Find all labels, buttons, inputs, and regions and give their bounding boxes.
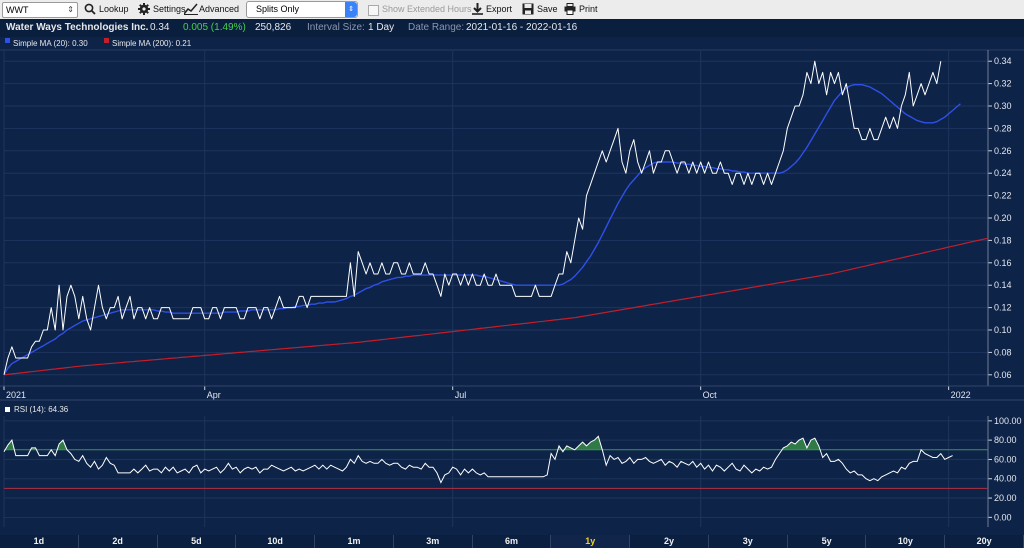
rsi-y-tick-label: 0.00 <box>994 512 1012 522</box>
lookup-button[interactable]: Lookup <box>84 0 130 19</box>
y-tick-label: 0.32 <box>994 79 1012 89</box>
period-button-6m[interactable]: 6m <box>472 535 552 548</box>
period-button-5d[interactable]: 5d <box>157 535 237 548</box>
y-tick-label: 0.16 <box>994 258 1012 268</box>
print-button[interactable]: Print <box>564 0 600 19</box>
y-tick-label: 0.12 <box>994 303 1012 313</box>
rsi-line <box>3 435 953 484</box>
rsi-y-tick-label: 40.00 <box>994 474 1017 484</box>
advanced-button[interactable]: Advanced <box>184 0 240 19</box>
interval-value: 1 Day <box>368 22 395 33</box>
date-range-label: Date Range: <box>408 22 465 33</box>
y-tick-label: 0.08 <box>994 347 1012 357</box>
rsi-y-tick-label: 60.00 <box>994 454 1017 464</box>
last-price: 0.34 <box>150 22 170 33</box>
save-label: Save <box>537 4 558 14</box>
export-label: Export <box>486 4 513 14</box>
export-button[interactable]: Export <box>472 0 516 19</box>
ma20-legend: Simple MA (20): 0.30 <box>13 39 88 48</box>
y-tick-label: 0.10 <box>994 325 1012 335</box>
quote-info-bar: Water Ways Technologies Inc. 0.34 0.005 … <box>0 19 1024 37</box>
x-tick-label: Oct <box>703 390 718 400</box>
period-button-2d[interactable]: 2d <box>78 535 158 548</box>
rsi-y-tick-label: 100.00 <box>994 416 1022 426</box>
x-tick-label: 2021 <box>6 390 26 400</box>
period-button-1m[interactable]: 1m <box>315 535 394 548</box>
download-icon <box>472 3 483 15</box>
ma200-line <box>3 237 989 376</box>
ma200-legend: Simple MA (200): 0.21 <box>112 39 192 48</box>
period-button-1d[interactable]: 1d <box>0 535 79 548</box>
y-tick-label: 0.22 <box>994 191 1012 201</box>
y-tick-label: 0.24 <box>994 168 1012 178</box>
ma20-swatch <box>5 38 10 43</box>
extended-hours-checkbox[interactable] <box>368 5 379 16</box>
chevron-updown-icon: ⇕ <box>67 5 74 14</box>
select-arrows-icon: ⇕ <box>345 2 357 17</box>
x-tick-label: Jul <box>455 390 467 400</box>
period-selector: 1d 2d 5d 10d 1m 3m 6m 1y 2y 3y 5y 10y 20y <box>0 535 1024 548</box>
gear-icon <box>138 3 150 15</box>
splits-select[interactable]: Splits Only ⇕ <box>246 1 358 18</box>
rsi-swatch <box>5 407 10 412</box>
period-button-20y[interactable]: 20y <box>945 535 1024 548</box>
x-tick-label: 2022 <box>951 390 971 400</box>
y-tick-label: 0.20 <box>994 213 1012 223</box>
period-button-3y[interactable]: 3y <box>708 535 788 548</box>
y-tick-label: 0.34 <box>994 56 1012 66</box>
search-icon <box>84 3 96 15</box>
y-tick-label: 0.18 <box>994 235 1012 245</box>
period-button-3m[interactable]: 3m <box>393 535 473 548</box>
extended-hours-label: Show Extended Hours <box>382 4 472 14</box>
lookup-label: Lookup <box>99 4 129 14</box>
period-button-1y[interactable]: 1y <box>551 535 631 548</box>
splits-value: Splits Only <box>256 4 300 14</box>
period-button-5y[interactable]: 5y <box>787 535 867 548</box>
period-button-10d[interactable]: 10d <box>236 535 316 548</box>
rsi-plot-background <box>0 416 1024 527</box>
rsi-y-tick-label: 80.00 <box>994 435 1017 445</box>
print-label: Print <box>579 4 598 14</box>
rsi-legend-text: RSI (14): 64.36 <box>14 405 69 414</box>
period-button-2y[interactable]: 2y <box>630 535 709 548</box>
save-button[interactable]: Save <box>522 0 558 19</box>
rsi-y-tick-label: 20.00 <box>994 493 1017 503</box>
ma20-line <box>3 83 961 376</box>
settings-button[interactable]: Settings <box>138 0 186 19</box>
advanced-label: Advanced <box>199 4 240 14</box>
interval-label: Interval Size: <box>307 22 365 33</box>
price-line <box>3 60 942 375</box>
chart-canvas: 0.06 0.08 0.10 0.12 0.14 0.16 0.18 0.20 0.22 0.24… <box>0 49 1024 527</box>
ma200-swatch <box>104 38 109 43</box>
save-icon <box>522 3 534 15</box>
chart-icon <box>184 3 198 15</box>
y-tick-label: 0.30 <box>994 101 1012 111</box>
y-tick-label: 0.14 <box>994 280 1012 290</box>
toolbar: WWT ⇕ Lookup Settings Advanced Splits On… <box>0 0 1024 20</box>
volume: 250,826 <box>255 22 292 33</box>
symbol-value: WWT <box>6 5 29 15</box>
printer-icon <box>564 3 576 15</box>
settings-label: Settings <box>153 4 186 14</box>
security-name: Water Ways Technologies Inc. <box>6 22 149 33</box>
price-change: 0.005 (1.49%) <box>183 22 246 33</box>
y-tick-label: 0.06 <box>994 370 1012 380</box>
y-tick-label: 0.28 <box>994 123 1012 133</box>
period-button-10y[interactable]: 10y <box>866 535 946 548</box>
x-tick-label: Apr <box>207 390 221 400</box>
y-tick-label: 0.26 <box>994 146 1012 156</box>
date-range-value: 2021-01-16 - 2022-01-16 <box>466 22 578 33</box>
symbol-input[interactable]: WWT ⇕ <box>2 2 78 18</box>
